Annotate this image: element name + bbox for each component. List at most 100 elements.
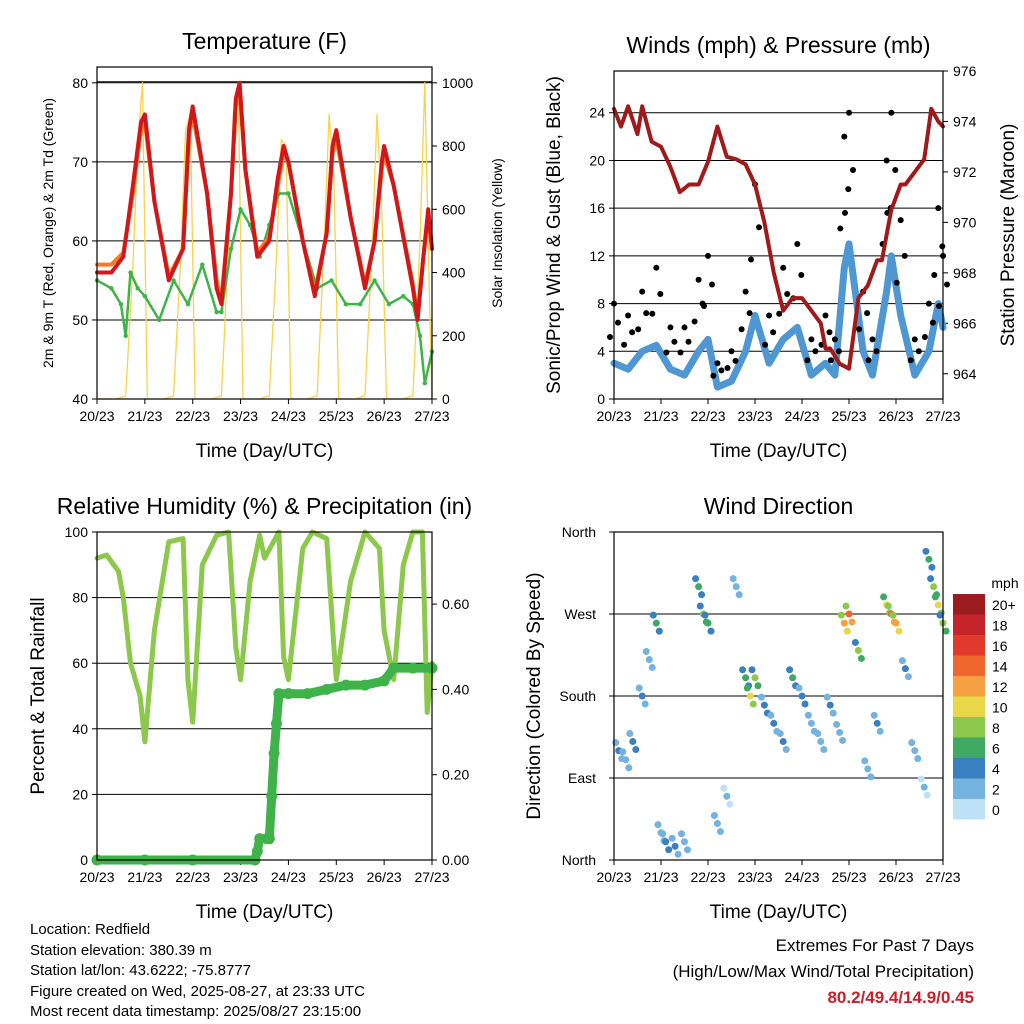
panel3-xtick-label: 24/23 <box>784 869 819 885</box>
panel1-y2tick-label: 964 <box>953 366 977 382</box>
direction-point <box>751 674 759 682</box>
gust-point <box>621 341 628 348</box>
direction-point <box>908 739 916 747</box>
panel1-y2tick-label: 970 <box>953 214 977 230</box>
direction-point <box>629 738 637 746</box>
gust-point <box>776 310 783 317</box>
direction-point <box>923 791 931 799</box>
gust-point <box>728 348 735 355</box>
legend-swatch <box>953 635 985 656</box>
direction-point <box>837 611 845 619</box>
panel2-xtick-label: 21/23 <box>127 869 162 885</box>
precip-point <box>321 683 333 695</box>
panel2-ytick-label: 60 <box>72 655 88 671</box>
gust-point <box>607 333 613 340</box>
gust-point <box>837 225 844 232</box>
direction-point <box>833 720 841 728</box>
gust-point <box>798 271 805 278</box>
direction-point <box>895 627 903 635</box>
gust-point <box>671 338 678 345</box>
panel1-y2tick-label: 966 <box>953 315 977 331</box>
panel2-y2tick-label: 0.60 <box>442 596 469 612</box>
gust-point <box>714 360 721 367</box>
panel3-xtick-label: 23/23 <box>737 869 772 885</box>
gust-point <box>835 348 842 355</box>
direction-point <box>746 692 754 700</box>
legend-swatch <box>953 594 985 615</box>
direction-point <box>936 611 944 619</box>
panel0-y2tick-label: 400 <box>442 265 466 281</box>
panel1-y2label: Station Pressure (Maroon) <box>998 124 1019 347</box>
direction-point <box>840 619 848 627</box>
panel0-ytick-label: 60 <box>72 233 88 249</box>
direction-point <box>817 738 825 746</box>
panel3-ytick-label: East <box>568 770 596 786</box>
gust-point <box>842 209 848 216</box>
panel2-xtick-label: 24/23 <box>271 869 306 885</box>
legend-label: 8 <box>992 720 1000 736</box>
pressure-series-line <box>612 104 945 371</box>
direction-point <box>659 830 667 838</box>
direction-point <box>754 682 762 690</box>
direction-point <box>632 746 640 754</box>
precip-point <box>282 688 294 700</box>
panel0-ytick-label: 70 <box>72 154 88 170</box>
direction-point <box>642 648 650 656</box>
panel2-frame <box>96 531 433 861</box>
legend-swatch <box>953 799 985 820</box>
direction-point <box>648 664 656 672</box>
gust-point <box>663 349 670 356</box>
elevation-text: Station elevation: 380.39 m <box>30 941 212 959</box>
direction-point <box>692 575 700 583</box>
precip-point <box>359 679 371 691</box>
direction-point <box>876 727 884 735</box>
panel0-xtick-label: 22/23 <box>175 408 210 424</box>
direction-point <box>901 665 909 673</box>
direction-point <box>826 701 834 709</box>
gust-point <box>649 310 656 317</box>
panel2-xtick-label: 26/23 <box>367 869 402 885</box>
direction-point <box>884 602 892 610</box>
precip-point <box>266 790 278 802</box>
gust-point <box>681 324 688 331</box>
panel2-xtick-label: 27/23 <box>414 869 449 885</box>
gust-point <box>766 312 773 319</box>
wind-series-line <box>610 240 947 391</box>
panel0-xtick-label: 26/23 <box>367 408 402 424</box>
gust-point <box>657 291 664 298</box>
panel1-ytick-label: 16 <box>589 200 605 216</box>
station-info: Location: Redfield Station elevation: 38… <box>30 920 365 1023</box>
panel1-xtick-label: 24/23 <box>784 408 819 424</box>
direction-point <box>698 591 706 599</box>
extremes-subtitle: (High/Low/Max Wind/Total Precipitation) <box>672 962 974 981</box>
direction-point <box>843 627 851 635</box>
direction-point <box>904 673 912 681</box>
panel3-xlabel: Time (Day/UTC) <box>710 902 848 923</box>
direction-point <box>898 657 906 665</box>
direction-point <box>801 700 809 708</box>
temp-2m-series-line <box>95 80 434 322</box>
precip-point <box>340 679 352 691</box>
direction-point <box>695 583 703 591</box>
gust-point <box>939 243 946 250</box>
gust-point <box>643 310 650 317</box>
legend-swatch <box>953 696 985 717</box>
panel2-y2tick-label: 0.40 <box>442 681 469 697</box>
gust-point <box>667 324 674 331</box>
direction-point <box>889 611 897 619</box>
legend-label: 6 <box>992 741 1000 757</box>
panel1-y2tick-label: 972 <box>953 164 977 180</box>
direction-point <box>678 830 685 838</box>
panel2-ytick-label: 40 <box>72 721 88 737</box>
direction-point <box>842 602 850 610</box>
direction-point <box>619 748 627 756</box>
created-text: Figure created on Wed, 2025-08-27, at 23… <box>30 982 365 1000</box>
gust-point <box>625 312 632 319</box>
gust-point <box>897 217 904 224</box>
gust-point <box>784 291 791 298</box>
panel0-y2tick-label: 800 <box>442 138 466 154</box>
legend-label: 2 <box>992 782 1000 798</box>
panel2-xtick-label: 25/23 <box>319 869 354 885</box>
panel0-xtick-label: 27/23 <box>414 408 449 424</box>
direction-point <box>710 812 718 820</box>
